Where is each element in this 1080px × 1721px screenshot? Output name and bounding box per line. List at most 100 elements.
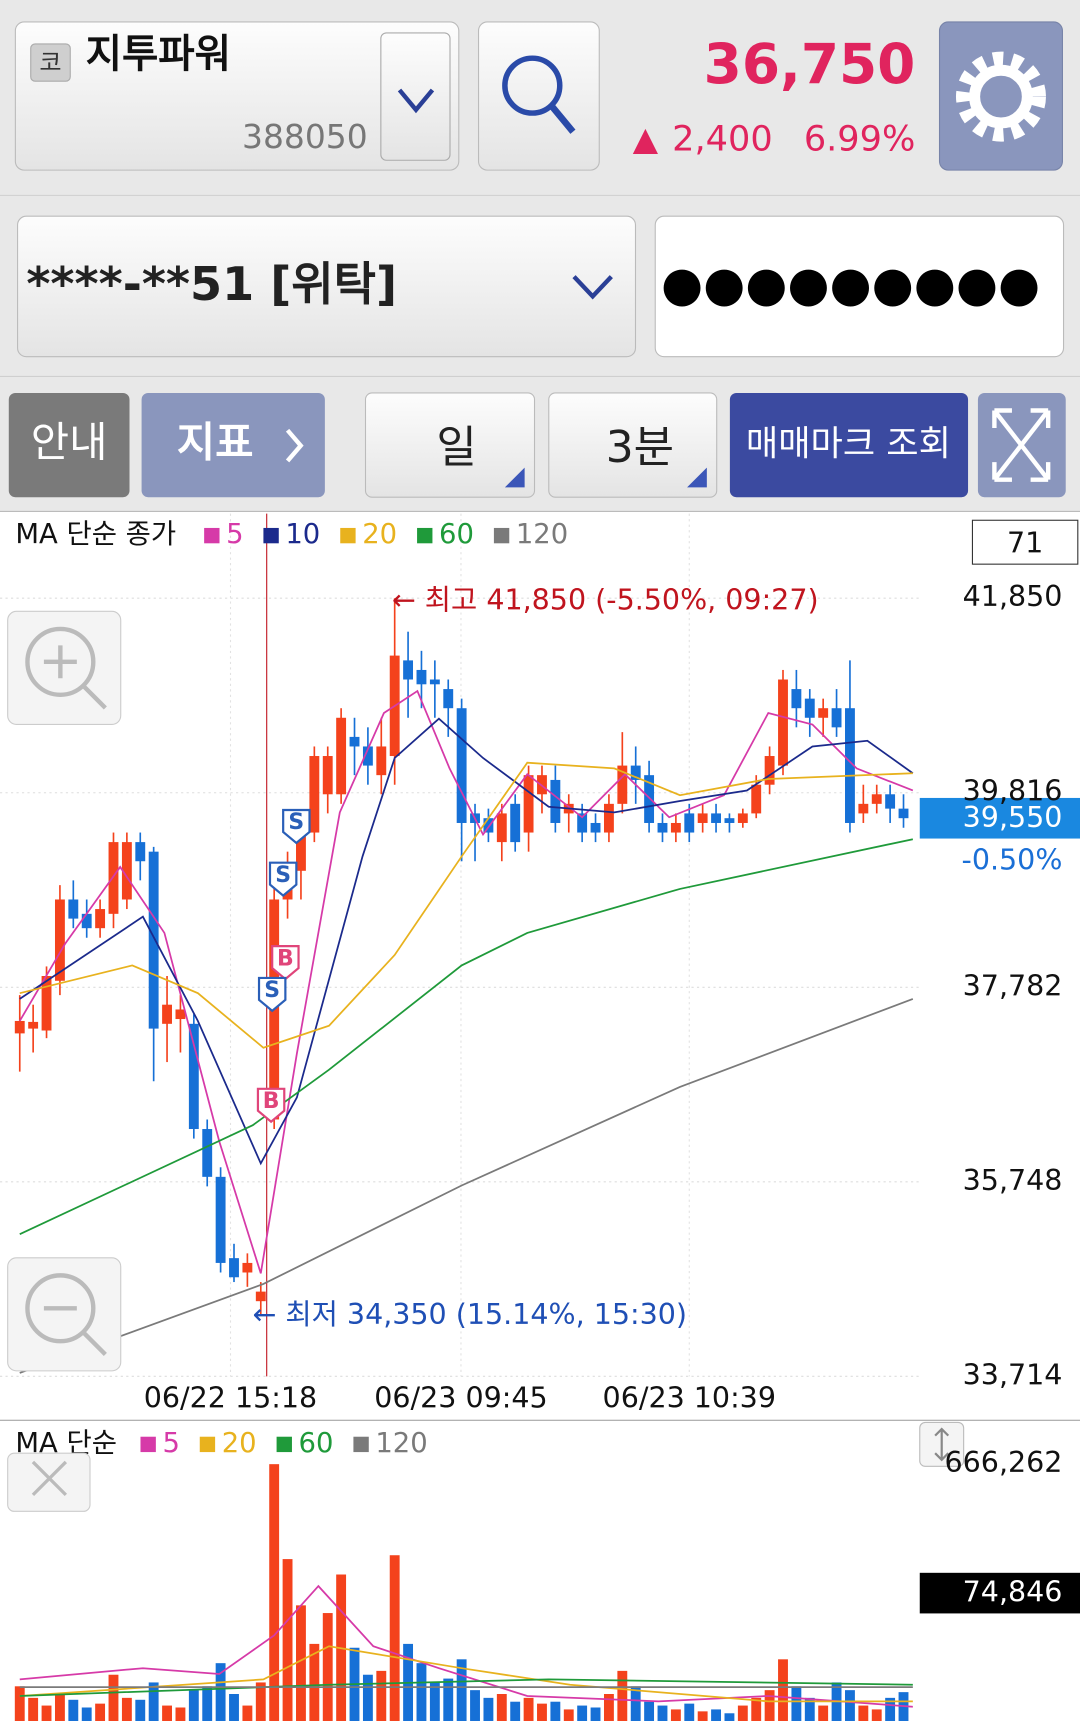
volume-bar bbox=[711, 1709, 721, 1721]
volume-bar bbox=[778, 1659, 788, 1721]
volume-bar bbox=[296, 1605, 306, 1721]
interval-button[interactable] bbox=[548, 392, 718, 498]
stock-name: 지투파워 bbox=[86, 32, 231, 78]
candle-body bbox=[41, 975, 52, 1031]
candle-body bbox=[523, 775, 534, 833]
trade-mark bbox=[271, 945, 300, 981]
legend-swatch bbox=[263, 527, 279, 544]
legend-swatch bbox=[417, 527, 433, 544]
current-volume-label: 74,846 bbox=[963, 1576, 1063, 1609]
zoom-icon bbox=[43, 1306, 107, 1356]
candle-body bbox=[376, 746, 387, 776]
candle-body bbox=[14, 1020, 25, 1034]
close-button[interactable] bbox=[7, 1452, 91, 1512]
candle-body bbox=[845, 708, 855, 823]
volume-bar bbox=[764, 1690, 775, 1721]
candle-body bbox=[54, 899, 65, 981]
volume-bar bbox=[14, 1686, 25, 1721]
legend-swatch bbox=[276, 1436, 292, 1453]
volume-bar bbox=[577, 1705, 588, 1721]
x-tick-label: 06/23 10:39 bbox=[603, 1381, 776, 1414]
candle-body bbox=[242, 1262, 253, 1273]
legend-label: 5 bbox=[226, 519, 243, 550]
chevron-icon bbox=[285, 428, 304, 463]
candle-body bbox=[95, 909, 106, 929]
candle-body bbox=[630, 765, 641, 780]
candle-body bbox=[456, 708, 467, 823]
trade-mark-label: S bbox=[288, 810, 304, 835]
volume-bar bbox=[670, 1709, 681, 1721]
volume-bar bbox=[845, 1690, 855, 1721]
trade-mark bbox=[268, 861, 298, 898]
volume-bar bbox=[510, 1701, 521, 1721]
candle-body bbox=[362, 746, 373, 766]
market-badge bbox=[30, 43, 71, 82]
candle-body bbox=[443, 689, 454, 709]
candle-body bbox=[724, 818, 735, 823]
guide-label: 안내 bbox=[31, 418, 108, 467]
dropdown-button[interactable] bbox=[380, 32, 451, 161]
legend-swatch bbox=[493, 527, 510, 544]
password-dots: ●●●●●●●●● bbox=[661, 257, 1040, 313]
change-arrow: ▲ bbox=[633, 119, 659, 158]
candle-body bbox=[737, 813, 748, 823]
volume-bar bbox=[108, 1674, 119, 1721]
indicator-button[interactable] bbox=[141, 392, 325, 498]
candle-body bbox=[68, 899, 79, 919]
corner-mark bbox=[687, 467, 707, 488]
volume-bar bbox=[28, 1697, 39, 1721]
candle-body bbox=[108, 842, 119, 914]
period-button[interactable] bbox=[364, 392, 536, 498]
candle-body bbox=[255, 1291, 266, 1302]
candle-body bbox=[831, 708, 842, 728]
volume-bar bbox=[550, 1701, 561, 1721]
corner-mark bbox=[504, 467, 525, 488]
x-tick-label: 06/22 15:18 bbox=[144, 1381, 317, 1414]
volume-bar bbox=[657, 1705, 668, 1721]
change-rate: 6.99% bbox=[804, 119, 916, 160]
candle-body bbox=[135, 842, 146, 862]
volume-bar bbox=[483, 1697, 494, 1721]
password-field[interactable] bbox=[654, 215, 1065, 358]
account-selector[interactable] bbox=[17, 215, 637, 358]
legend-label: 20 bbox=[222, 1428, 257, 1459]
current-volume-box bbox=[919, 1572, 1080, 1614]
volume-bar bbox=[644, 1701, 655, 1721]
account-number: ****-**51 [위탁] bbox=[26, 257, 397, 311]
legend-swatch bbox=[353, 1436, 369, 1453]
trade-mark-label: 매매마크 조회 bbox=[746, 424, 951, 465]
candle-body bbox=[617, 765, 628, 804]
legend-label: 10 bbox=[285, 519, 320, 550]
volume-bar bbox=[858, 1705, 869, 1721]
volume-bar bbox=[684, 1703, 695, 1721]
candle-body bbox=[804, 698, 815, 718]
x-tick-label: 06/23 09:45 bbox=[374, 1381, 547, 1414]
trade-mark-label: B bbox=[277, 946, 294, 971]
candle-body bbox=[81, 913, 92, 929]
volume-bar bbox=[95, 1703, 106, 1721]
settings-button[interactable] bbox=[938, 21, 1063, 171]
legend-title: MA 단순 종가 bbox=[15, 519, 176, 550]
volume-bar bbox=[443, 1678, 454, 1721]
trade-mark-button[interactable] bbox=[729, 392, 969, 498]
period-box-text: 71 bbox=[1007, 526, 1043, 559]
volume-bar bbox=[188, 1690, 199, 1721]
moving-average-line bbox=[19, 1584, 913, 1708]
guide-button[interactable] bbox=[8, 392, 130, 498]
volume-bar bbox=[630, 1686, 641, 1721]
search-button[interactable] bbox=[477, 21, 600, 171]
interval-label: 3분 bbox=[606, 422, 674, 473]
volume-bar bbox=[202, 1686, 213, 1721]
volume-bar bbox=[215, 1663, 226, 1721]
candle-body bbox=[336, 717, 347, 795]
low-annotation: ← 최저 34,350 (15.14%, 15:30) bbox=[252, 1298, 687, 1331]
volume-bar bbox=[135, 1699, 146, 1721]
volume-bar bbox=[322, 1613, 333, 1721]
volume-bar bbox=[885, 1697, 896, 1721]
stock-selector[interactable] bbox=[14, 21, 460, 171]
volume-bar bbox=[54, 1694, 65, 1721]
market-badge-text: 코 bbox=[39, 49, 61, 77]
volume-bar bbox=[429, 1682, 440, 1721]
candle-body bbox=[202, 1129, 213, 1177]
